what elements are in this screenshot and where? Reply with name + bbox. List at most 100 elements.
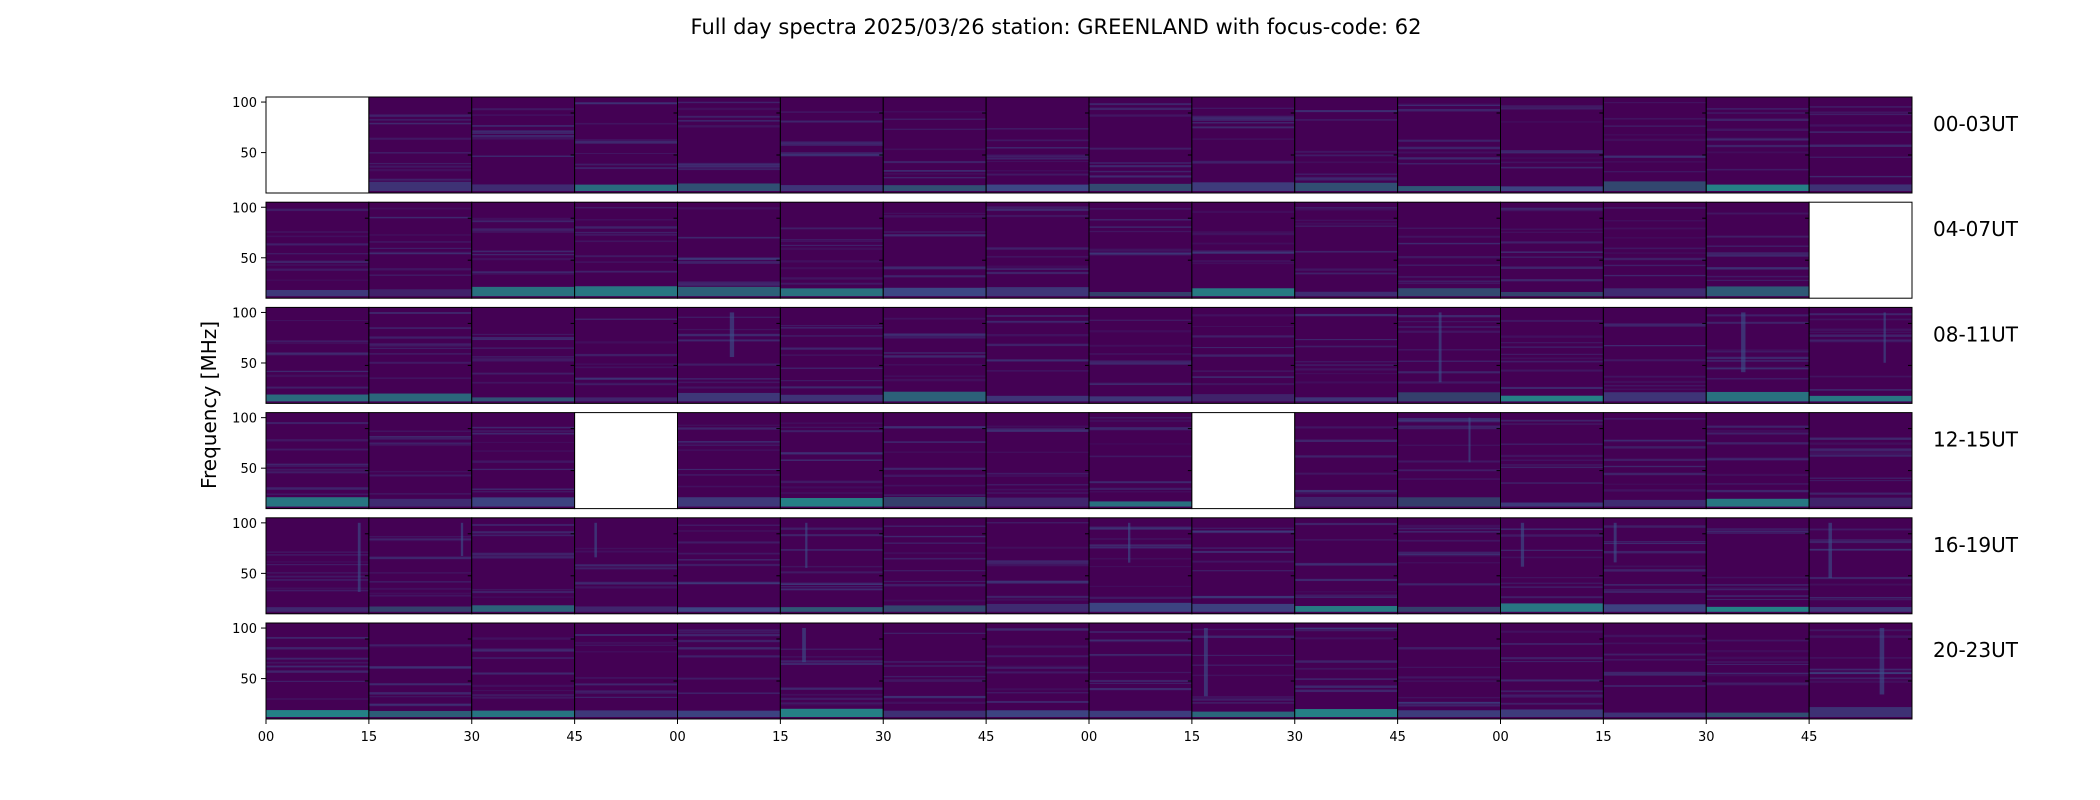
- panel-background: [266, 623, 369, 719]
- rfi-line: [883, 336, 987, 339]
- rfi-line: [1706, 589, 1810, 591]
- panel-background: [471, 412, 575, 509]
- rfi-line: [1089, 538, 1192, 540]
- rfi-line: [1500, 556, 1604, 559]
- spectrogram-panel: [1088, 622, 1193, 720]
- panel-background: [1809, 97, 1912, 193]
- rfi-line: [1706, 584, 1810, 586]
- rfi-line: [471, 137, 575, 140]
- rfi-line: [1089, 682, 1192, 684]
- low-freq-band: [1809, 607, 1912, 612]
- rfi-line: [1809, 331, 1912, 333]
- spectrogram-panel: [1808, 306, 1913, 404]
- rfi-line: [986, 173, 1089, 176]
- low-freq-band: [1294, 397, 1398, 402]
- low-freq-band: [1294, 291, 1398, 297]
- rfi-line: [574, 550, 678, 553]
- rfi-line: [266, 575, 369, 578]
- rfi-line: [574, 547, 678, 550]
- rfi-line: [780, 141, 884, 144]
- rfi-line: [883, 426, 987, 429]
- rfi-line: [266, 647, 369, 650]
- rfi-line: [266, 353, 369, 356]
- panel-background: [1500, 307, 1604, 404]
- rfi-line: [1294, 109, 1398, 113]
- low-freq-band: [1089, 501, 1192, 507]
- rfi-line: [1191, 232, 1295, 236]
- rfi-line: [368, 343, 472, 346]
- panel-background: [574, 623, 678, 719]
- rfi-line: [677, 363, 781, 365]
- panel-background: [368, 307, 472, 404]
- rfi-line: [1397, 469, 1501, 472]
- rfi-line: [368, 581, 472, 583]
- rfi-line: [883, 474, 987, 478]
- rfi-line: [677, 119, 781, 122]
- low-freq-band: [1089, 710, 1192, 717]
- rfi-line: [1294, 219, 1398, 222]
- spectrogram-panel: [1191, 306, 1296, 404]
- radio-burst: [1879, 628, 1885, 695]
- rfi-line: [1397, 551, 1501, 553]
- rfi-line: [471, 694, 575, 697]
- rfi-line: [266, 647, 369, 650]
- low-freq-band: [368, 181, 472, 191]
- rfi-line: [1294, 685, 1398, 688]
- rfi-line: [1706, 442, 1810, 445]
- rfi-line: [574, 692, 678, 694]
- rfi-line: [1706, 252, 1810, 255]
- rfi-line: [1294, 208, 1398, 211]
- rfi-line: [1809, 131, 1912, 133]
- rfi-line: [1500, 256, 1604, 258]
- low-freq-band: [1500, 291, 1604, 297]
- rfi-line: [1809, 672, 1912, 674]
- low-freq-band: [266, 289, 369, 297]
- rfi-line: [574, 341, 678, 344]
- spectrogram-panel: [1808, 622, 1913, 720]
- rfi-line: [471, 552, 575, 556]
- rfi-line: [986, 255, 1089, 258]
- rfi-line: [1706, 684, 1810, 686]
- spectrogram-panel: [985, 412, 1090, 510]
- rfi-line: [1294, 381, 1398, 384]
- y-tick-label: 50: [240, 673, 257, 688]
- rfi-line: [1397, 524, 1501, 528]
- rfi-line: [471, 272, 575, 275]
- rfi-line: [574, 353, 678, 357]
- panel-background: [883, 412, 987, 509]
- spectrogram-panel: [985, 622, 1090, 720]
- rfi-line: [266, 260, 369, 264]
- rfi-line: [677, 655, 781, 657]
- rfi-line: [1191, 126, 1295, 129]
- rfi-line: [1603, 252, 1707, 254]
- low-freq-band: [1706, 606, 1810, 612]
- panel-background: [1294, 307, 1398, 404]
- spectrogram-panel: [1397, 622, 1501, 720]
- rfi-line: [986, 320, 1089, 323]
- rfi-line: [1603, 673, 1707, 676]
- rfi-line: [1603, 138, 1707, 142]
- rfi-line: [1294, 439, 1398, 443]
- low-freq-band: [986, 287, 1089, 297]
- rfi-line: [986, 208, 1089, 211]
- rfi-line: [1191, 115, 1295, 117]
- rfi-line: [883, 170, 987, 172]
- panel-background: [1191, 97, 1295, 193]
- rfi-line: [986, 700, 1089, 703]
- rfi-line: [471, 596, 575, 598]
- low-freq-band: [677, 710, 781, 717]
- rfi-line: [368, 241, 472, 243]
- y-tick-label: 50: [240, 147, 257, 162]
- y-tick-label: 50: [240, 357, 257, 372]
- rfi-line: [1294, 110, 1398, 113]
- rfi-line: [883, 317, 987, 320]
- rfi-line: [883, 467, 987, 470]
- low-freq-band: [883, 710, 987, 717]
- rfi-line: [780, 239, 884, 241]
- spectrogram-panel: [1808, 412, 1913, 510]
- rfi-line: [780, 697, 884, 700]
- rfi-line: [677, 257, 781, 259]
- low-freq-band: [1397, 392, 1501, 402]
- rfi-line: [1809, 635, 1912, 638]
- rfi-line: [574, 564, 678, 567]
